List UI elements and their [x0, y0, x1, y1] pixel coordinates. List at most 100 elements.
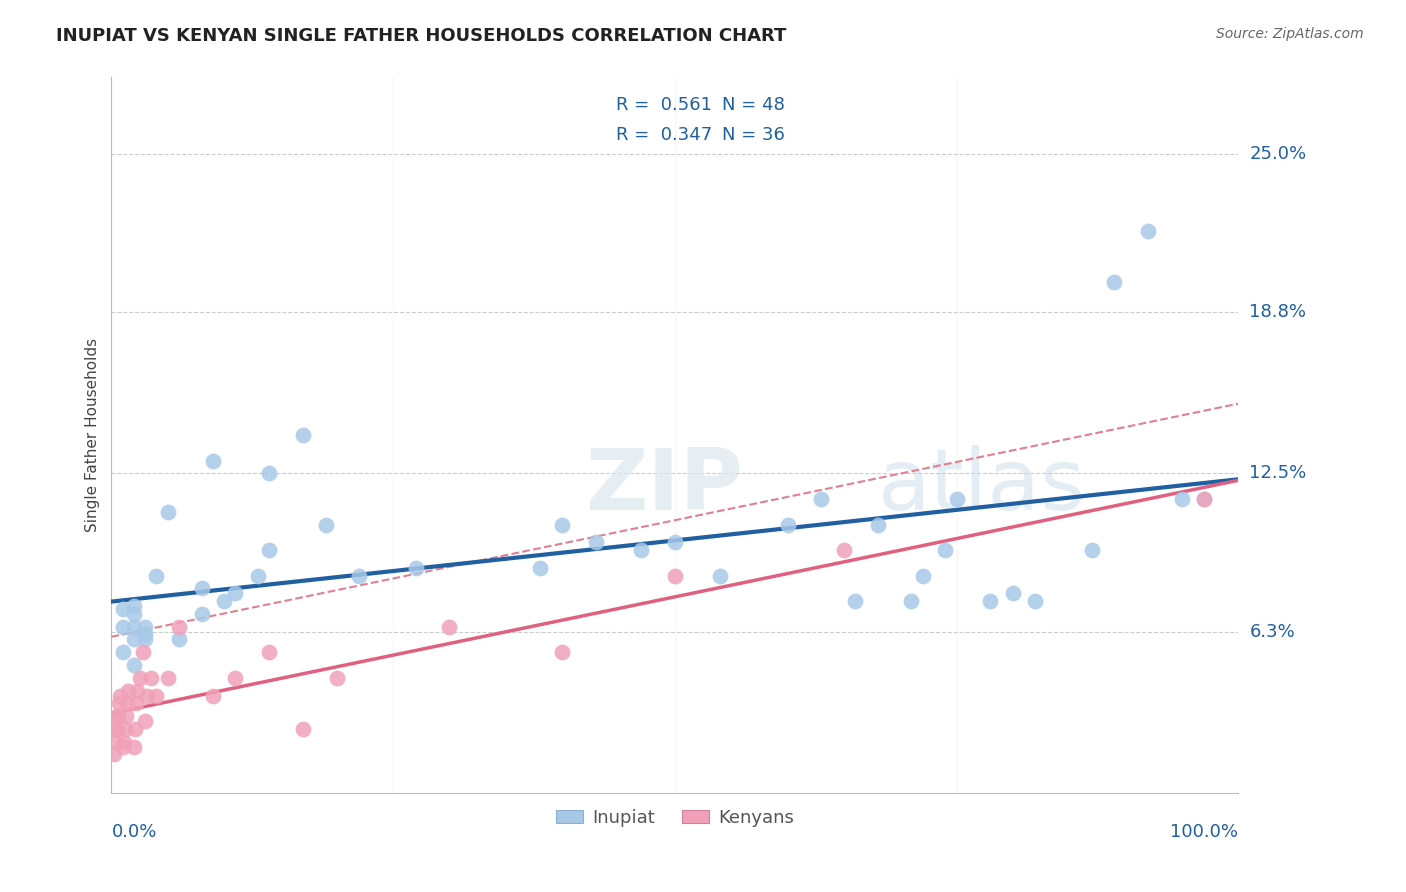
Point: [866, 517, 889, 532]
Text: 25.0%: 25.0%: [1250, 145, 1306, 163]
Point: [115, 709, 138, 723]
Point: [103, 747, 125, 762]
Point: [1001, 586, 1024, 600]
Text: INUPIAT VS KENYAN SINGLE FATHER HOUSEHOLDS CORRELATION CHART: INUPIAT VS KENYAN SINGLE FATHER HOUSEHOL…: [56, 27, 786, 45]
Point: [1104, 275, 1126, 289]
Point: [664, 535, 686, 549]
Point: [105, 709, 128, 723]
Point: [257, 543, 280, 558]
Point: [326, 671, 349, 685]
Point: [257, 467, 280, 481]
Point: [122, 607, 145, 621]
Text: R =  0.561: R = 0.561: [616, 96, 713, 114]
Point: [979, 594, 1001, 608]
Point: [934, 543, 956, 558]
Point: [900, 594, 922, 608]
Point: [111, 620, 134, 634]
Point: [115, 697, 138, 711]
Point: [104, 734, 127, 748]
Point: [664, 568, 686, 582]
Point: [111, 645, 134, 659]
Point: [156, 505, 179, 519]
Text: Source: ZipAtlas.com: Source: ZipAtlas.com: [1216, 27, 1364, 41]
Point: [630, 543, 652, 558]
Point: [911, 568, 934, 582]
Point: [439, 620, 461, 634]
Point: [190, 582, 212, 596]
Point: [167, 632, 190, 647]
Point: [134, 714, 156, 729]
Point: [134, 620, 156, 634]
Point: [167, 620, 190, 634]
Text: 100.0%: 100.0%: [1170, 823, 1239, 841]
Point: [224, 671, 246, 685]
Text: N = 48: N = 48: [721, 96, 785, 114]
Point: [134, 627, 156, 641]
Point: [1194, 491, 1216, 506]
Text: 0.0%: 0.0%: [111, 823, 157, 841]
Text: 6.3%: 6.3%: [1250, 623, 1295, 640]
Point: [156, 671, 179, 685]
Point: [405, 561, 427, 575]
Point: [257, 645, 280, 659]
Point: [145, 568, 167, 582]
Point: [201, 453, 224, 467]
Point: [212, 594, 235, 608]
Text: ZIP: ZIP: [585, 445, 742, 528]
Point: [111, 739, 134, 754]
Point: [776, 517, 799, 532]
Point: [551, 517, 574, 532]
Point: [1194, 491, 1216, 506]
Point: [122, 632, 145, 647]
Point: [709, 568, 731, 582]
Point: [122, 739, 145, 754]
Point: [127, 683, 149, 698]
Point: [1171, 491, 1194, 506]
Point: [125, 697, 148, 711]
Point: [1137, 224, 1160, 238]
Point: [551, 645, 574, 659]
Point: [105, 722, 128, 736]
Point: [112, 734, 135, 748]
Point: [529, 561, 551, 575]
Point: [122, 620, 145, 634]
Point: [945, 491, 967, 506]
Point: [139, 671, 162, 685]
Point: [224, 586, 246, 600]
Point: [122, 658, 145, 673]
Legend: Inupiat, Kenyans: Inupiat, Kenyans: [548, 801, 801, 834]
Text: atlas: atlas: [877, 445, 1085, 528]
Point: [114, 722, 136, 736]
Point: [190, 607, 212, 621]
Point: [585, 535, 607, 549]
Point: [291, 428, 314, 442]
Point: [201, 689, 224, 703]
Point: [122, 599, 145, 614]
Text: 12.5%: 12.5%: [1250, 465, 1306, 483]
Point: [832, 543, 855, 558]
Point: [124, 722, 146, 736]
Point: [104, 722, 127, 736]
Point: [844, 594, 866, 608]
Text: 18.8%: 18.8%: [1250, 303, 1306, 321]
Point: [315, 517, 337, 532]
Point: [117, 683, 139, 698]
Point: [132, 645, 155, 659]
Point: [111, 602, 134, 616]
Text: R =  0.347: R = 0.347: [616, 126, 713, 145]
Y-axis label: Single Father Households: Single Father Households: [86, 338, 100, 533]
Point: [136, 689, 159, 703]
Point: [291, 722, 314, 736]
Point: [108, 697, 131, 711]
Point: [134, 632, 156, 647]
Point: [810, 491, 832, 506]
Point: [246, 568, 269, 582]
Text: N = 36: N = 36: [721, 126, 785, 145]
Point: [1081, 543, 1104, 558]
Point: [110, 689, 132, 703]
Point: [145, 689, 167, 703]
Point: [107, 709, 129, 723]
Point: [128, 671, 150, 685]
Point: [1024, 594, 1046, 608]
Point: [349, 568, 371, 582]
